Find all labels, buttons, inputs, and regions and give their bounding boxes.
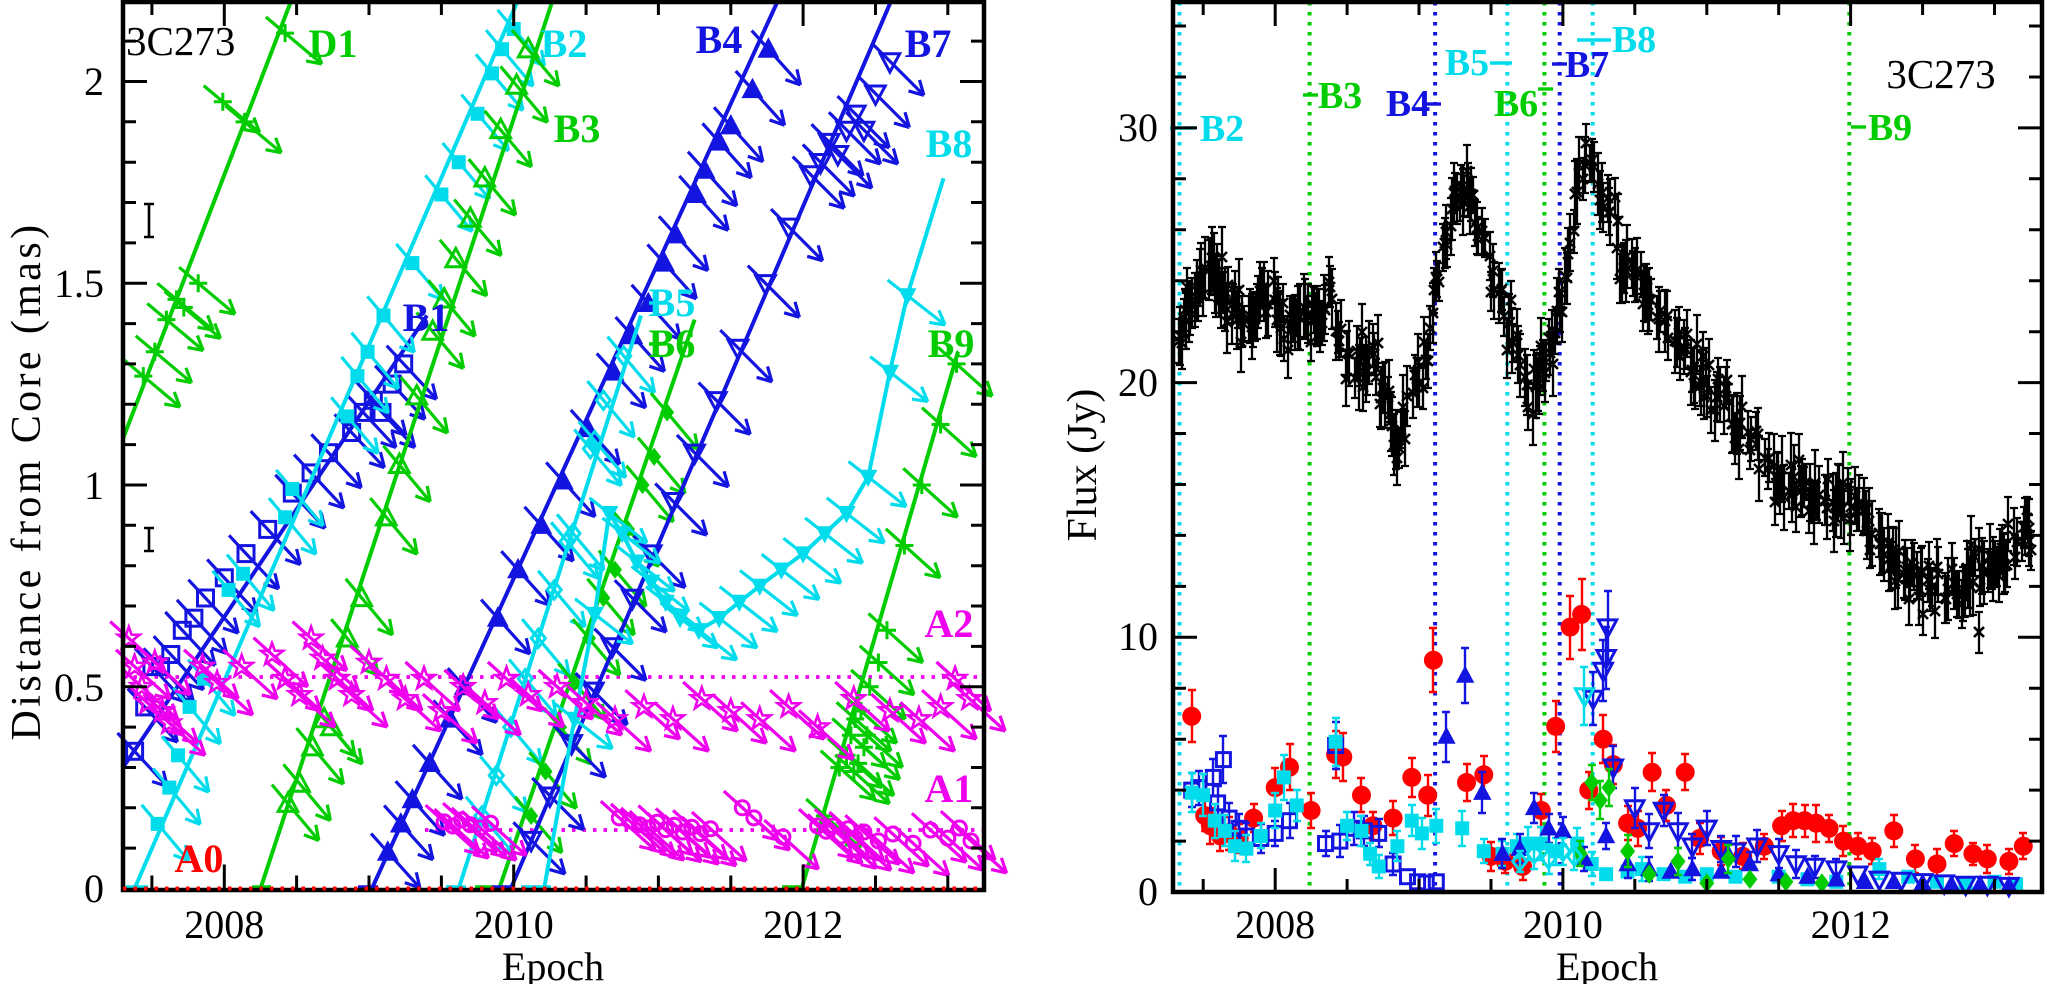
svg-text:0.5: 0.5: [54, 665, 104, 710]
svg-text:B3: B3: [1318, 75, 1362, 117]
svg-text:B5: B5: [649, 280, 696, 325]
svg-text:0: 0: [84, 866, 104, 911]
svg-text:1: 1: [84, 463, 104, 508]
svg-text:2008: 2008: [184, 902, 264, 947]
svg-text:A0: A0: [175, 836, 224, 881]
svg-text:3C273: 3C273: [1886, 51, 1995, 97]
svg-text:B6: B6: [649, 321, 696, 366]
svg-text:0: 0: [1138, 869, 1158, 914]
svg-text:2: 2: [84, 59, 104, 104]
svg-text:D1: D1: [309, 21, 358, 66]
svg-text:1.5: 1.5: [54, 261, 104, 306]
svg-text:B9: B9: [928, 321, 975, 366]
svg-text:3C273: 3C273: [126, 18, 235, 64]
svg-text:B9: B9: [1868, 107, 1912, 149]
svg-text:30: 30: [1118, 105, 1158, 150]
svg-text:2008: 2008: [1235, 902, 1315, 947]
svg-text:B6: B6: [1494, 83, 1538, 125]
svg-text:2012: 2012: [763, 902, 843, 947]
svg-text:B3: B3: [554, 106, 601, 151]
svg-text:B2: B2: [1200, 108, 1244, 150]
svg-text:20: 20: [1118, 360, 1158, 405]
svg-text:B8: B8: [1612, 19, 1656, 61]
svg-text:B7: B7: [905, 21, 952, 66]
svg-text:B4: B4: [696, 17, 743, 62]
svg-text:B8: B8: [926, 121, 973, 166]
svg-text:B1: B1: [403, 295, 450, 340]
svg-text:2010: 2010: [1523, 902, 1603, 947]
svg-text:B7: B7: [1565, 44, 1609, 86]
svg-text:Flux (Jy): Flux (Jy): [1060, 389, 1106, 542]
svg-text:A1: A1: [925, 766, 974, 811]
svg-text:B4: B4: [1386, 83, 1430, 125]
svg-text:B5: B5: [1445, 42, 1489, 84]
svg-text:2012: 2012: [1811, 902, 1891, 947]
svg-text:A2: A2: [925, 601, 974, 646]
svg-text:B2: B2: [541, 21, 588, 66]
svg-text:10: 10: [1118, 614, 1158, 659]
svg-text:2010: 2010: [474, 902, 554, 947]
svg-text:Epoch: Epoch: [1556, 944, 1658, 984]
svg-text:Epoch: Epoch: [502, 944, 604, 984]
svg-text:Distance from Core (mas): Distance from Core (mas): [4, 222, 50, 741]
